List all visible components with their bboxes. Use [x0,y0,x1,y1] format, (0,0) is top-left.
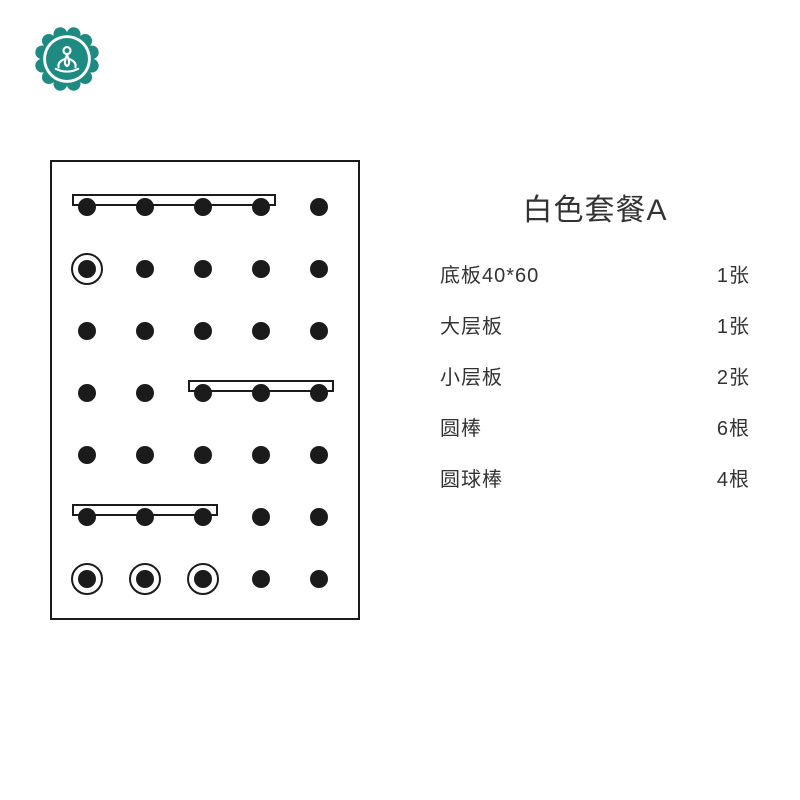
peg-hole [194,260,212,278]
peg-hole [136,446,154,464]
peg-hole [78,446,96,464]
peg-hole [136,322,154,340]
peg-hole [252,446,270,464]
peg-hole [310,322,328,340]
spec-title: 白色套餐A [440,185,750,229]
peg-hole [252,508,270,526]
spec-row-label: 底板40*60 [440,259,539,288]
peg-hole [78,322,96,340]
peg-hole [310,446,328,464]
peg-hole [194,446,212,464]
spec-row-label: 圆棒 [440,412,482,441]
spec-row-value: 4根 [717,463,750,492]
shelf [73,195,275,205]
peg-hole [252,198,270,216]
peg-hole [136,384,154,402]
peg-hole [78,570,96,588]
peg-hole [194,508,212,526]
product-card: 白色套餐A 底板40*601张大层板1张小层板2张圆棒6根圆球棒4根 [0,0,800,800]
spec-row-value: 2张 [717,361,750,390]
spec-row: 底板40*60 1张 [440,259,750,288]
spec-row-label: 圆球棒 [440,463,503,492]
spec-row: 圆球棒 4根 [440,463,750,492]
peg-hole [310,384,328,402]
peg-hole [194,322,212,340]
peg-hole [78,384,96,402]
peg-hole [78,508,96,526]
peg-hole [310,198,328,216]
spec-row: 大层板 1张 [440,310,750,339]
spec-row-value: 1张 [717,310,750,339]
peg-hole [310,260,328,278]
pegboard-diagram [50,160,360,620]
peg-hole [252,260,270,278]
spec-panel: 白色套餐A 底板40*601张大层板1张小层板2张圆棒6根圆球棒4根 [440,185,750,514]
spec-row-label: 大层板 [440,310,503,339]
spec-row: 小层板 2张 [440,361,750,390]
peg-hole [136,570,154,588]
brand-logo [32,24,102,99]
spec-row-label: 小层板 [440,361,503,390]
peg-hole [136,508,154,526]
peg-hole [194,384,212,402]
peg-hole [252,570,270,588]
peg-hole [310,570,328,588]
peg-hole [252,322,270,340]
peg-hole [194,198,212,216]
spec-row: 圆棒 6根 [440,412,750,441]
peg-hole [310,508,328,526]
peg-hole [252,384,270,402]
peg-hole [78,198,96,216]
peg-hole [78,260,96,278]
spec-row-value: 6根 [717,412,750,441]
peg-hole [136,198,154,216]
spec-row-value: 1张 [717,259,750,288]
peg-hole [136,260,154,278]
peg-hole [194,570,212,588]
